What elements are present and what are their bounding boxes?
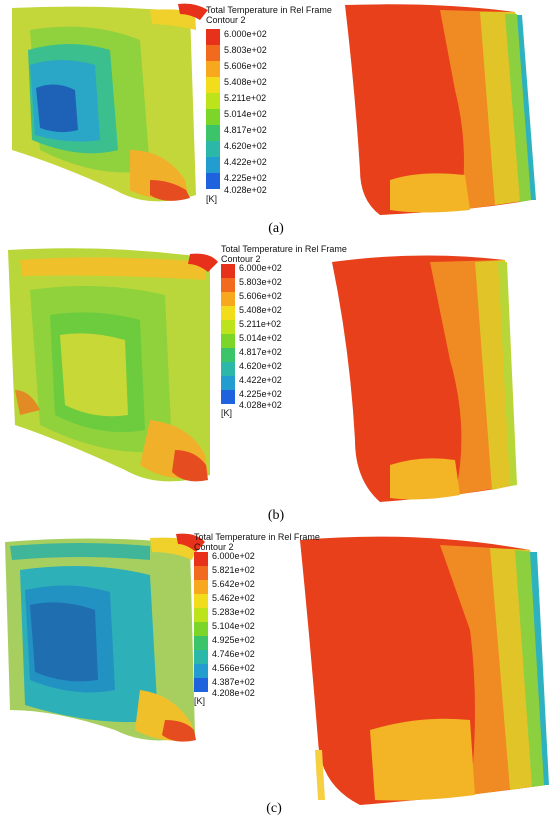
color-legend-b: Total Temperature in Rel Frame Contour 2… — [221, 244, 361, 418]
panel-c: Total Temperature in Rel Frame Contour 2… — [0, 530, 550, 821]
legend-level: 4.225e+02 — [239, 389, 282, 399]
panel-b: Total Temperature in Rel Frame Contour 2… — [0, 240, 550, 530]
legend-color-bar — [194, 552, 208, 692]
blade-render-c — [5, 533, 549, 805]
legend-level: 4.225e+02 — [224, 173, 267, 183]
legend-level: 5.014e+02 — [239, 333, 282, 343]
caption-b: (b) — [267, 508, 285, 523]
legend-level: 4.925e+02 — [212, 635, 255, 645]
legend-level: 4.620e+02 — [224, 141, 267, 151]
caption-a: (a) — [268, 221, 284, 236]
legend-unit: [K] — [221, 408, 233, 418]
color-legend-c: Total Temperature in Rel Frame Contour 2… — [194, 532, 344, 706]
legend-color-bar — [206, 29, 220, 189]
legend-level: 4.817e+02 — [239, 347, 282, 357]
legend-level: 4.817e+02 — [224, 125, 267, 135]
legend-title: Total Temperature in Rel Frame — [221, 244, 347, 254]
legend-level: 4.746e+02 — [212, 649, 255, 659]
legend-level: 5.803e+02 — [239, 277, 282, 287]
left-blade-c — [5, 533, 205, 742]
legend-title: Total Temperature in Rel Frame — [206, 5, 332, 15]
blade-render-a — [12, 3, 536, 215]
legend-level: 4.387e+02 — [212, 677, 255, 687]
legend-level: 5.803e+02 — [224, 45, 267, 55]
legend-level: 5.104e+02 — [212, 621, 255, 631]
legend-level: 4.208e+02 — [212, 688, 255, 698]
legend-level: 5.408e+02 — [239, 305, 282, 315]
legend-level: 6.000e+02 — [212, 551, 255, 561]
legend-level: 5.462e+02 — [212, 593, 255, 603]
right-blade-a — [345, 4, 536, 215]
legend-level: 4.028e+02 — [224, 185, 267, 195]
legend-level: 5.408e+02 — [224, 77, 267, 87]
left-blade-b — [8, 248, 218, 482]
color-legend-a: Total Temperature in Rel Frame Contour 2… — [206, 5, 346, 205]
caption-c: (c) — [266, 801, 282, 816]
legend-level: 5.283e+02 — [212, 607, 255, 617]
legend-subtitle: Contour 2 — [206, 15, 246, 25]
right-blade-c — [300, 536, 549, 805]
legend-level: 5.642e+02 — [212, 579, 255, 589]
legend-level: 5.821e+02 — [212, 565, 255, 575]
legend-unit: [K] — [206, 194, 218, 204]
legend-level: 5.211e+02 — [239, 319, 282, 329]
right-blade-b — [332, 255, 517, 502]
panel-a: Total Temperature in Rel Frame Contour 2… — [0, 0, 550, 240]
legend-level: 5.014e+02 — [224, 109, 267, 119]
legend-level: 4.566e+02 — [212, 663, 255, 673]
legend-level: 5.606e+02 — [239, 291, 282, 301]
legend-level: 5.606e+02 — [224, 61, 267, 71]
legend-title: Total Temperature in Rel Frame — [194, 532, 320, 542]
legend-level: 4.422e+02 — [239, 375, 282, 385]
legend-subtitle: Contour 2 — [221, 254, 261, 264]
left-blade-a — [12, 3, 208, 202]
legend-level: 6.000e+02 — [224, 29, 267, 39]
legend-level: 4.028e+02 — [239, 400, 282, 410]
legend-level: 4.620e+02 — [239, 361, 282, 371]
legend-level: 6.000e+02 — [239, 263, 282, 273]
legend-level: 4.422e+02 — [224, 157, 267, 167]
legend-level: 5.211e+02 — [224, 93, 267, 103]
legend-subtitle: Contour 2 — [194, 542, 234, 552]
legend-color-bar — [221, 264, 235, 404]
legend-unit: [K] — [194, 696, 206, 706]
blade-render-b — [8, 248, 517, 502]
